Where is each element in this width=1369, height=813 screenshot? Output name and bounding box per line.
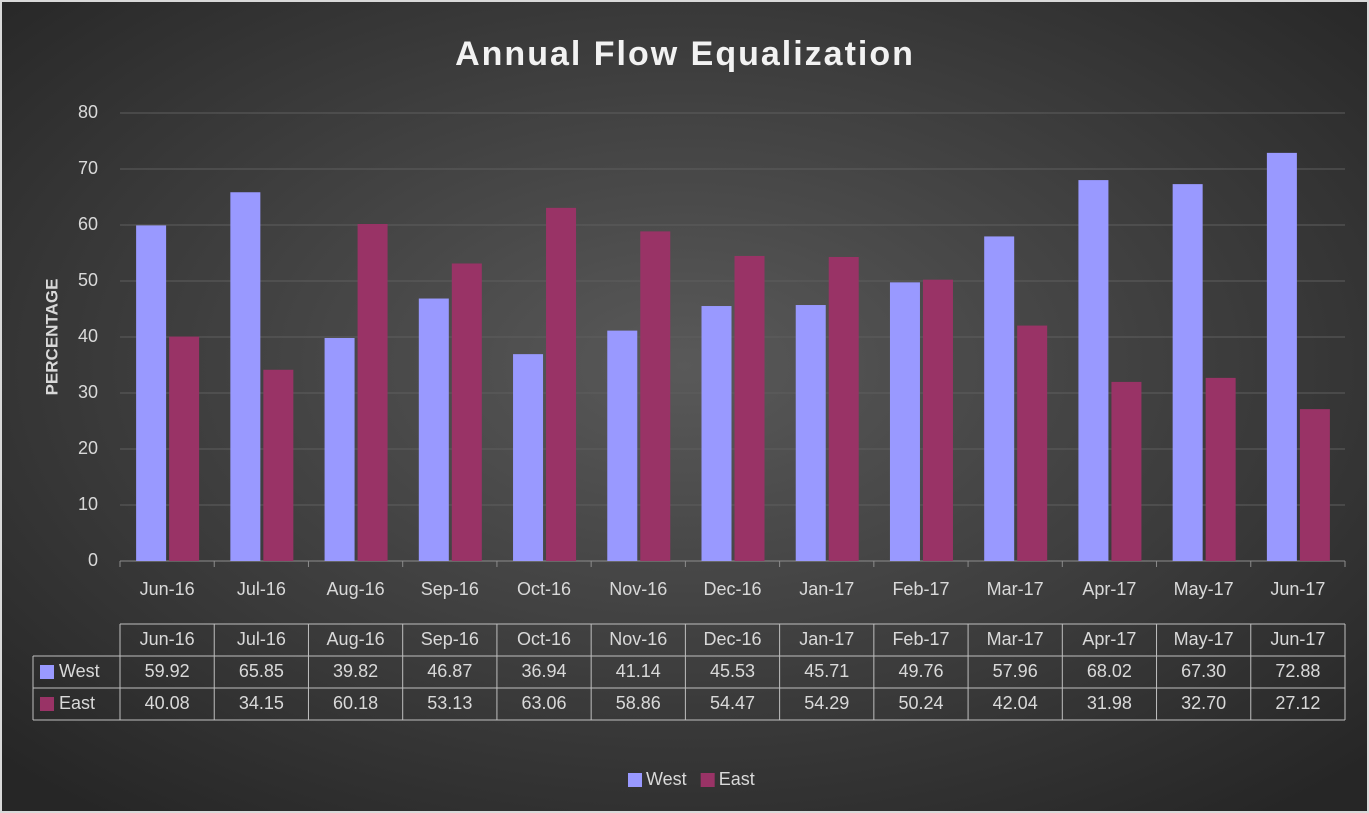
bar — [734, 255, 765, 561]
bar — [1111, 381, 1142, 561]
bar — [984, 236, 1015, 561]
table-row-label: East — [59, 693, 95, 713]
legend-label: East — [719, 769, 755, 789]
bar — [263, 369, 294, 561]
bar — [169, 336, 200, 561]
x-tick-label: Jun-17 — [1270, 579, 1325, 599]
table-header: May-17 — [1174, 629, 1234, 649]
x-tick-label: Sep-16 — [421, 579, 479, 599]
table-header: Apr-17 — [1082, 629, 1136, 649]
table-cell: 45.53 — [710, 661, 755, 681]
table-cell: 63.06 — [522, 693, 567, 713]
y-tick-label: 0 — [88, 550, 98, 570]
x-tick-label: Feb-17 — [892, 579, 949, 599]
y-tick-label: 10 — [78, 494, 98, 514]
bar — [513, 354, 544, 561]
table-header: Jul-16 — [237, 629, 286, 649]
table-cell: 45.71 — [804, 661, 849, 681]
table-cell: 54.29 — [804, 693, 849, 713]
bar — [1172, 184, 1203, 561]
y-tick-label: 80 — [78, 102, 98, 122]
table-cell: 68.02 — [1087, 661, 1132, 681]
table-header: Jun-17 — [1270, 629, 1325, 649]
table-cell: 65.85 — [239, 661, 284, 681]
bar — [1266, 152, 1297, 561]
x-tick-label: Dec-16 — [703, 579, 761, 599]
table-cell: 60.18 — [333, 693, 378, 713]
table-header: Oct-16 — [517, 629, 571, 649]
y-tick-label: 50 — [78, 270, 98, 290]
y-axis-title: PERCENTAGE — [42, 279, 61, 396]
y-tick-label: 60 — [78, 214, 98, 234]
x-tick-label: Nov-16 — [609, 579, 667, 599]
y-tick-label: 70 — [78, 158, 98, 178]
bar — [451, 263, 482, 561]
table-header: Jun-16 — [140, 629, 195, 649]
x-tick-label: Aug-16 — [327, 579, 385, 599]
y-tick-label: 30 — [78, 382, 98, 402]
table-cell: 46.87 — [427, 661, 472, 681]
table-legend-key — [40, 665, 54, 679]
bar — [418, 298, 449, 561]
x-tick-label: Apr-17 — [1082, 579, 1136, 599]
table-cell: 50.24 — [898, 693, 943, 713]
table-header: Jan-17 — [799, 629, 854, 649]
bar — [1205, 377, 1236, 561]
table-header: Aug-16 — [327, 629, 385, 649]
table-cell: 72.88 — [1275, 661, 1320, 681]
bar — [230, 192, 261, 562]
x-tick-label: Oct-16 — [517, 579, 571, 599]
table-cell: 27.12 — [1275, 693, 1320, 713]
y-tick-label: 40 — [78, 326, 98, 346]
table-header: Sep-16 — [421, 629, 479, 649]
bar — [701, 306, 732, 561]
table-cell: 32.70 — [1181, 693, 1226, 713]
table-cell: 40.08 — [145, 693, 190, 713]
x-tick-label: Jan-17 — [799, 579, 854, 599]
bar — [889, 282, 920, 561]
bar — [640, 231, 671, 561]
table-header: Nov-16 — [609, 629, 667, 649]
chart-title: Annual Flow Equalization — [455, 35, 915, 73]
table-row-label: West — [59, 661, 100, 681]
bar — [324, 338, 355, 561]
table-cell: 41.14 — [616, 661, 661, 681]
table-header: Feb-17 — [892, 629, 949, 649]
table-cell: 39.82 — [333, 661, 378, 681]
x-tick-label: Mar-17 — [987, 579, 1044, 599]
bar — [136, 225, 167, 561]
table-cell: 67.30 — [1181, 661, 1226, 681]
bar — [607, 330, 638, 561]
table-header: Mar-17 — [987, 629, 1044, 649]
bar — [1078, 180, 1109, 561]
bar — [1017, 325, 1048, 561]
table-cell: 57.96 — [993, 661, 1038, 681]
table-cell: 42.04 — [993, 693, 1038, 713]
bar — [795, 305, 826, 561]
x-tick-label: Jul-16 — [237, 579, 286, 599]
bar — [546, 207, 577, 561]
table-cell: 49.76 — [898, 661, 943, 681]
table-cell: 31.98 — [1087, 693, 1132, 713]
table-cell: 54.47 — [710, 693, 755, 713]
x-tick-label: May-17 — [1174, 579, 1234, 599]
bar — [357, 223, 388, 561]
legend-key — [700, 773, 715, 787]
legend-key — [628, 773, 642, 787]
bar — [828, 256, 859, 561]
y-tick-label: 20 — [78, 438, 98, 458]
table-cell: 59.92 — [145, 661, 190, 681]
x-tick-label: Jun-16 — [140, 579, 195, 599]
table-cell: 34.15 — [239, 693, 284, 713]
table-cell: 36.94 — [522, 661, 567, 681]
table-cell: 58.86 — [616, 693, 661, 713]
legend-label: West — [646, 769, 687, 789]
table-cell: 53.13 — [427, 693, 472, 713]
bar — [1299, 409, 1330, 561]
table-legend-key — [40, 697, 54, 711]
table-header: Dec-16 — [703, 629, 761, 649]
bar — [922, 279, 953, 561]
